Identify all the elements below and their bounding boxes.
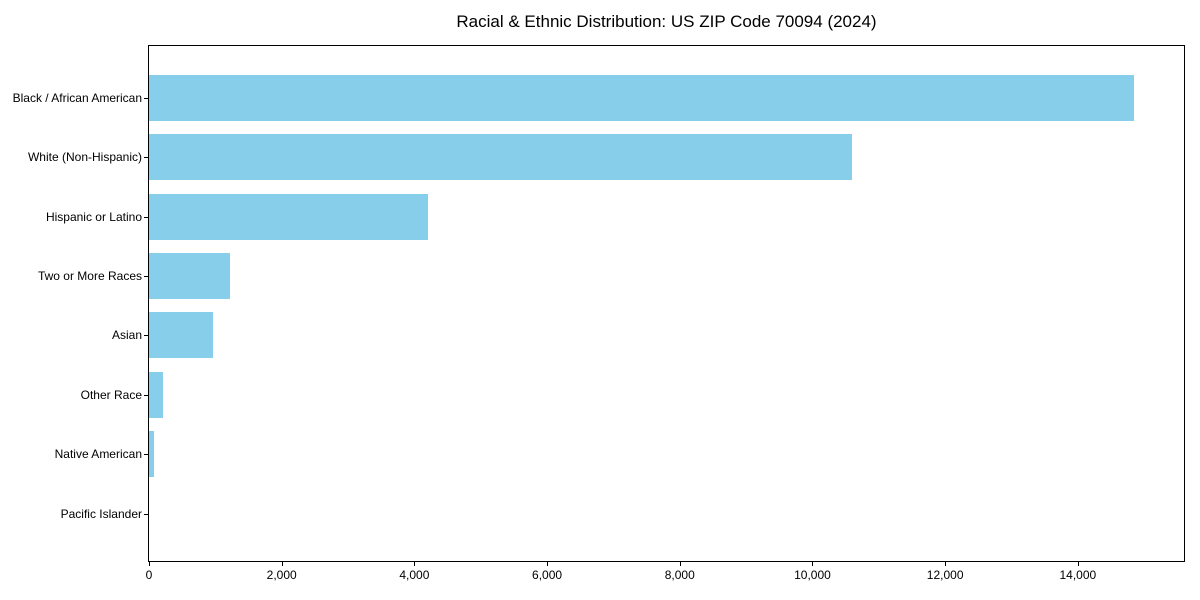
y-tick-label: White (Non-Hispanic) xyxy=(27,150,142,165)
x-tick-mark xyxy=(945,562,947,566)
y-tick-mark xyxy=(144,216,148,218)
x-tick-mark xyxy=(1077,562,1079,566)
chart-title: Racial & Ethnic Distribution: US ZIP Cod… xyxy=(456,12,877,31)
x-tick-label: 0 xyxy=(145,568,153,582)
bar-white-non-hispanic xyxy=(149,134,853,181)
y-tick-label: Native American xyxy=(54,447,142,462)
x-tick-mark xyxy=(547,562,549,566)
x-tick-mark xyxy=(679,562,681,566)
bar-asian xyxy=(149,312,214,359)
x-tick-mark xyxy=(149,562,150,566)
x-tick-label: 2,000 xyxy=(266,568,297,582)
bar-two-or-more-races xyxy=(149,252,230,299)
x-tick-label: 12,000 xyxy=(926,568,964,582)
x-tick-label: 6,000 xyxy=(532,568,563,582)
y-tick-label: Black / African American xyxy=(12,90,142,105)
x-tick-label: 4,000 xyxy=(399,568,430,582)
y-tick-mark xyxy=(144,394,148,396)
y-tick-label: Asian xyxy=(111,328,142,343)
bar-black-african-american xyxy=(149,74,1135,121)
x-tick-label: 14,000 xyxy=(1059,568,1097,582)
bar-native-american xyxy=(149,431,154,478)
y-tick-label: Hispanic or Latino xyxy=(45,209,142,224)
y-tick-mark xyxy=(144,97,148,99)
x-tick-mark xyxy=(812,562,814,566)
y-tick-mark xyxy=(144,157,148,159)
y-tick-mark xyxy=(144,275,148,277)
plot-area xyxy=(148,45,1185,562)
y-tick-label: Pacific Islander xyxy=(60,506,142,521)
x-tick-mark xyxy=(281,562,283,566)
bar-hispanic-or-latino xyxy=(149,193,428,240)
y-tick-mark xyxy=(144,513,148,515)
y-tick-mark xyxy=(144,335,148,337)
x-tick-label: 10,000 xyxy=(794,568,831,582)
x-tick-label: 8,000 xyxy=(664,568,695,582)
y-tick-label: Other Race xyxy=(80,387,142,402)
y-tick-mark xyxy=(144,454,148,456)
x-tick-mark xyxy=(414,562,416,566)
y-tick-label: Two or More Races xyxy=(37,268,142,283)
bar-other-race xyxy=(149,371,163,418)
